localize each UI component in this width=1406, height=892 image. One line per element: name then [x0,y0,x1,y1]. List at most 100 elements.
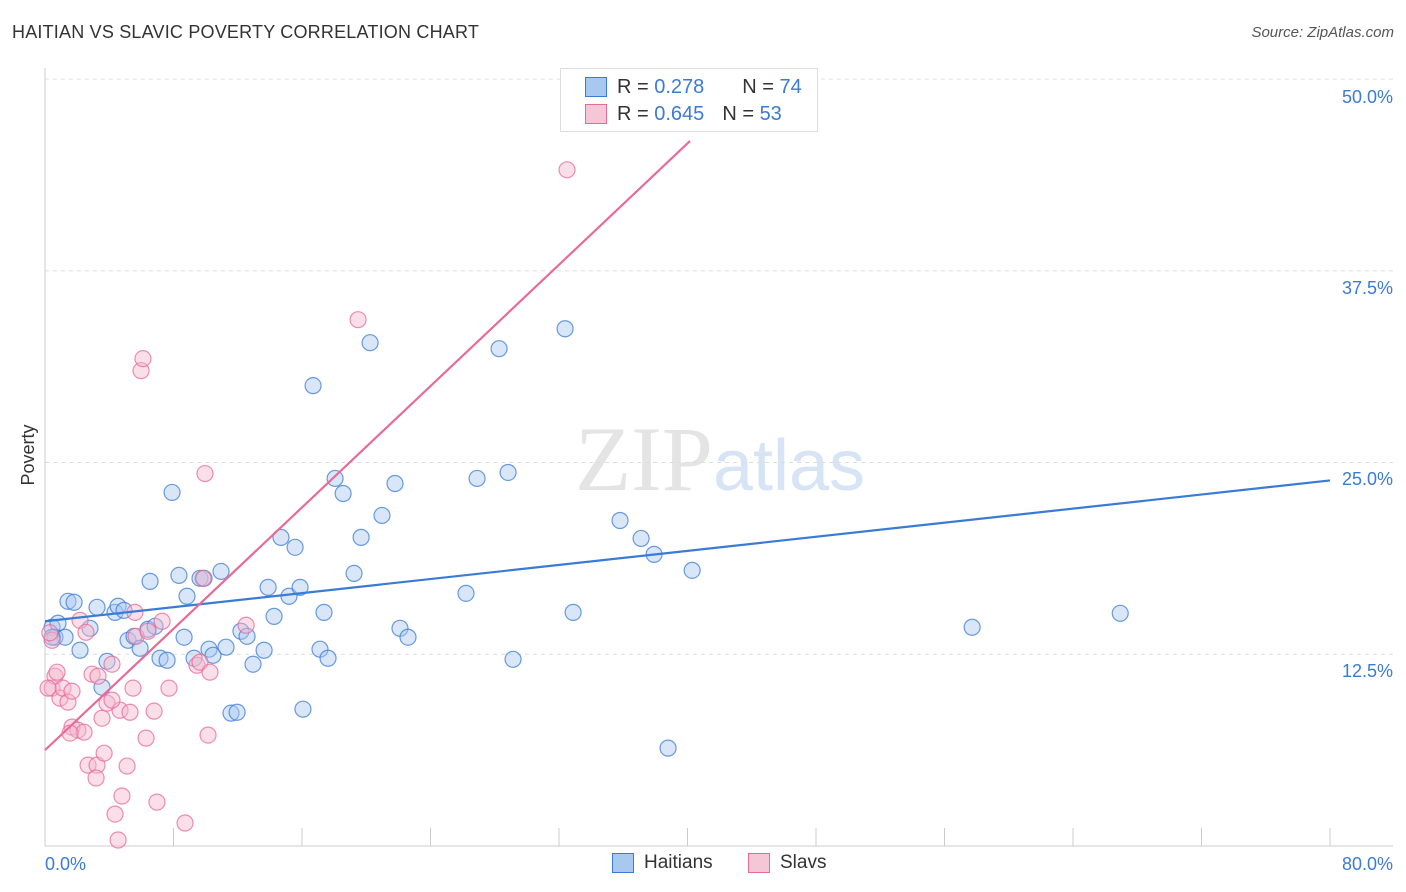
haitian-point [71,641,89,659]
haitian-point [217,638,235,656]
slav-point [98,694,116,712]
haitian-point [490,340,508,358]
haitian-point [611,511,629,530]
legend-label: Slavs [780,852,827,873]
slav-point [139,622,157,640]
y-tick-label: 25.0% [1342,469,1393,489]
slav-point [199,726,217,744]
haitian-point [255,641,273,659]
slav-point [79,756,97,774]
haitian-point [170,566,188,585]
slav-point [153,612,171,630]
haitian-point [457,584,475,602]
slav-point [103,691,121,709]
chart-title: HAITIAN VS SLAVIC POVERTY CORRELATION CH… [12,22,480,42]
slav-point [237,616,255,634]
slav-point [176,814,194,832]
haitian-point [259,578,277,596]
slav-point [89,667,107,685]
y-tick-label: 12.5% [1342,661,1393,681]
slav-point [103,655,121,673]
haitian-point [963,618,981,636]
haitian-point [212,562,230,581]
haitian-point [334,484,352,503]
r-label: R = [617,75,649,98]
r-value: 0.645 [654,102,705,125]
watermark: ZIPatlas [575,408,865,510]
haitian-point [659,739,677,757]
slav-point [75,723,93,741]
haitian-point [352,528,370,546]
slav-point [194,569,212,587]
haitian-point [158,651,176,669]
haitian-point [386,474,404,493]
haitian-point [98,652,116,670]
haitian-point [564,603,582,621]
haitian-point [151,649,169,667]
slav-point [48,663,66,681]
source-label: Source: ZipAtlas.com [1251,24,1394,41]
slav-point [39,679,57,697]
haitian-point [222,704,240,722]
n-value: 74 [779,75,802,98]
r-value: 0.278 [654,75,705,98]
haitian-point [65,593,83,611]
haitian-point [175,628,193,646]
slav-point [124,679,142,697]
y-tick-label: 37.5% [1342,278,1393,298]
haitian-point [468,469,486,488]
slav-point [118,757,136,775]
legend-label: Haitians [644,852,713,873]
legend-row-haitians: R = 0.278 N = 74 [585,74,802,100]
haitian-point [59,592,77,610]
n-value: 53 [759,102,782,125]
haitian-point [286,538,304,556]
n-label: N = [722,102,754,125]
n-label: N = [742,75,774,98]
legend-row-slavs: R = 0.645 N = 53 [585,101,782,127]
haitian-point [373,506,391,525]
slav-point [201,663,219,681]
stats-legend: R = 0.278 N = 74 R = 0.645 N = 53 [560,68,818,132]
haitian-point [345,564,363,583]
pink-swatch [585,104,607,124]
haitian-point [361,334,379,352]
slav-point [63,682,81,700]
haitian-point [294,700,312,718]
haitian-point [556,320,574,338]
slav-point [145,702,163,720]
blue-swatch [585,77,607,97]
haitian-point [1111,604,1129,622]
slav-point [137,729,155,747]
y-tick-label: 50.0% [1342,87,1393,107]
slav-point [93,709,111,727]
haitian-point [504,650,522,668]
haitian-point [315,603,333,621]
blue-swatch [612,853,634,873]
slav-point [121,703,139,721]
slav-point [95,744,113,762]
haitian-point [163,483,181,502]
slav-point [148,793,166,811]
slav-point [41,624,59,642]
y-axis-label: Poverty [18,424,38,485]
slav-point [109,831,127,849]
haitian-point [291,578,309,596]
x-tick-label: 80.0% [1342,854,1393,874]
haitian-point [319,649,337,667]
r-label: R = [617,102,649,125]
x-tick-label: 0.0% [45,854,86,874]
slav-point [87,769,105,787]
slav-point [349,311,367,329]
haitian-point [244,655,262,673]
slav-point [558,161,576,179]
slav-point [59,693,77,711]
haitian-point [228,703,246,721]
legend-haitians[interactable]: Haitians [612,852,713,874]
haitian-point [88,598,106,616]
haitian-point [632,529,650,548]
slavs-trend-line [44,140,691,751]
legend-slavs[interactable]: Slavs [748,852,826,874]
slav-point [160,679,178,697]
